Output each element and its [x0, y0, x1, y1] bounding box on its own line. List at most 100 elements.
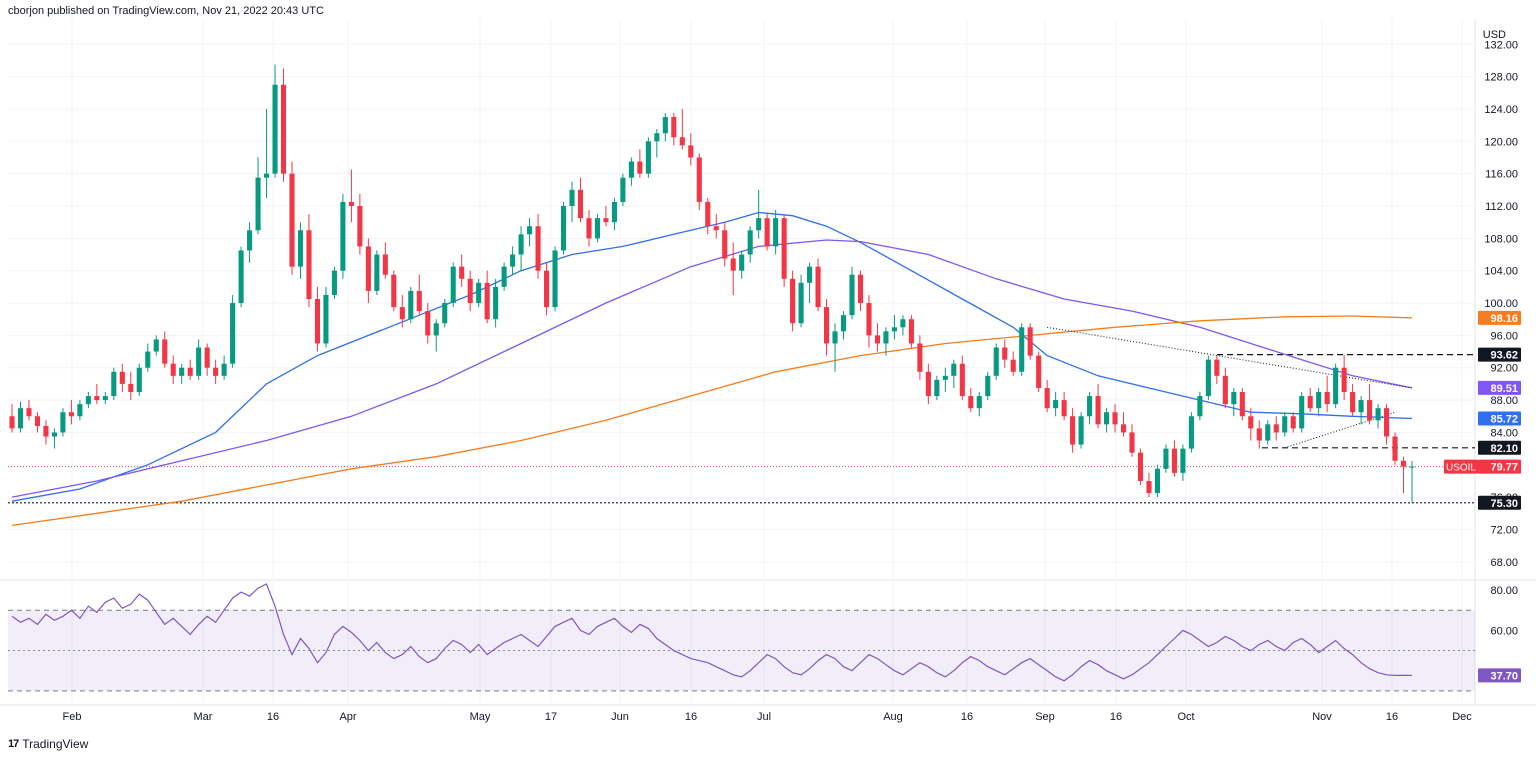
candle-body — [722, 230, 728, 259]
candle-body — [773, 218, 779, 247]
candle-body — [238, 250, 244, 304]
candle-body — [493, 286, 499, 320]
time-tick-label: Mar — [194, 711, 213, 723]
candle-body — [1307, 396, 1313, 409]
candle-body — [459, 266, 465, 279]
candle-body — [1104, 412, 1110, 425]
candle-body — [840, 315, 847, 332]
candle-body — [450, 266, 456, 304]
rsi-tick-label: 80.00 — [1490, 585, 1518, 597]
price-tick-label: 92.00 — [1490, 363, 1518, 375]
candle-body — [908, 319, 914, 344]
candle-body — [739, 254, 745, 271]
candle-body — [654, 133, 660, 142]
candle-body — [705, 201, 711, 227]
candle-body — [280, 84, 287, 174]
price-tick-label: 124.00 — [1484, 104, 1518, 116]
candle-body — [1350, 392, 1356, 413]
candle-body — [1324, 392, 1330, 405]
candle-body — [790, 278, 796, 324]
candle-body — [1019, 327, 1025, 372]
candle-body — [111, 371, 117, 397]
candle-body — [874, 335, 880, 344]
time-tick-label: 16 — [961, 711, 973, 723]
candle-body — [357, 206, 363, 247]
candle-body — [501, 266, 507, 287]
time-tick-label: 17 — [545, 711, 557, 723]
price-tick-label: 112.00 — [1485, 201, 1518, 213]
price-label-box — [1478, 459, 1521, 474]
candle-body — [1341, 367, 1347, 392]
moving-average-line — [11, 211, 1413, 502]
candle-body — [1146, 480, 1152, 494]
candle-body — [425, 311, 431, 336]
candle-body — [560, 206, 567, 251]
candle-body — [900, 319, 906, 328]
candle-body — [145, 351, 151, 368]
candle-body — [1188, 416, 1194, 449]
time-tick-label: 16 — [1110, 711, 1122, 723]
price-label-box — [1478, 440, 1521, 455]
candle-body — [1154, 468, 1160, 494]
brand-name: TradingView — [22, 737, 89, 751]
candle-body — [1333, 367, 1339, 405]
time-tick-label: May — [470, 711, 491, 723]
candle-body — [1367, 400, 1373, 421]
time-tick-label: Sep — [1035, 711, 1055, 723]
candle-body — [1010, 359, 1016, 372]
candle-body — [1197, 396, 1203, 417]
candle-body — [442, 303, 448, 324]
candle-body — [399, 307, 405, 320]
candle-body — [671, 117, 677, 138]
candle-body — [77, 404, 83, 417]
time-tick-label: Apr — [339, 711, 356, 723]
candle-body — [993, 347, 999, 376]
candle-body — [1087, 396, 1093, 417]
candle-body — [832, 331, 838, 344]
candle-body — [1044, 387, 1050, 409]
price-tick-label: 120.00 — [1484, 136, 1518, 148]
candle-body — [764, 218, 770, 247]
candle-body — [433, 323, 439, 336]
candle-body — [162, 339, 168, 364]
candle-body — [179, 367, 185, 376]
brand-footer[interactable]: 17 TradingView — [8, 737, 88, 751]
candle-body — [255, 177, 261, 231]
price-label-box — [1478, 310, 1521, 325]
price-label-box — [1478, 495, 1521, 510]
candle-body — [1078, 416, 1084, 445]
candle-body — [1222, 375, 1228, 405]
candle-body — [382, 254, 388, 275]
candle-body — [1265, 424, 1271, 441]
candle-body — [102, 396, 108, 401]
candle-body — [781, 218, 787, 279]
candle-body — [917, 343, 923, 372]
rsi-current-label-text: 37.70 — [1490, 670, 1518, 682]
candle-body — [289, 173, 295, 267]
candle-body — [756, 218, 762, 231]
candle-body — [824, 307, 830, 344]
candle-body — [1290, 416, 1296, 429]
candle-body — [17, 408, 24, 429]
candle-body — [662, 117, 668, 134]
candle-body — [1163, 448, 1169, 469]
time-tick-label: 16 — [267, 711, 279, 723]
moving-average-line — [11, 239, 1413, 498]
candle-body — [891, 327, 897, 332]
candle-body — [1070, 416, 1076, 445]
candle-body — [1282, 416, 1288, 433]
candle-body — [247, 230, 253, 251]
time-tick-label: Dec — [1452, 711, 1472, 723]
candle-body — [569, 189, 575, 206]
price-tick-label: 116.00 — [1485, 169, 1518, 181]
candle-body — [849, 274, 855, 316]
candle-body — [637, 161, 643, 174]
price-tick-label: 84.00 — [1490, 427, 1518, 439]
candle-body — [1248, 416, 1254, 429]
candle-body — [798, 282, 804, 324]
candle-body — [204, 347, 210, 368]
symbol-tag-text: USOIL — [1446, 463, 1476, 474]
candle-body — [1036, 355, 1042, 388]
price-label-text: 75.30 — [1490, 498, 1518, 510]
